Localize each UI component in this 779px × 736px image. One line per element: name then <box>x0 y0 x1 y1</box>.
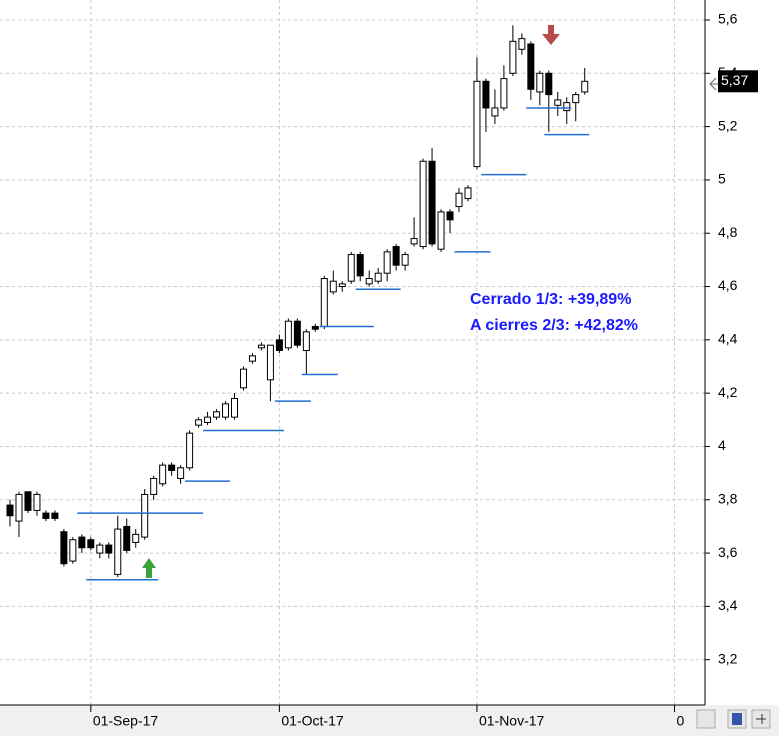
y-tick-label: 3,8 <box>718 490 738 506</box>
candle-body <box>518 38 526 50</box>
candle-body <box>383 251 391 274</box>
x-tick-label: 01-Nov-17 <box>479 713 545 729</box>
candle-body <box>213 411 221 418</box>
candle-body <box>401 254 409 266</box>
annotation: Cerrado 1/3: +39,89% <box>470 291 631 308</box>
candle-body <box>168 464 176 471</box>
candle-body <box>563 102 571 112</box>
x-axis-strip <box>0 705 779 736</box>
candle-body <box>329 280 337 293</box>
candle-body <box>464 187 472 200</box>
save-icon <box>732 713 742 725</box>
y-tick-label: 5,6 <box>718 11 738 27</box>
candle-body <box>186 432 194 469</box>
y-tick-label: 4,8 <box>718 224 738 240</box>
candle-body <box>320 278 328 328</box>
candle-body <box>6 504 14 517</box>
candle-body <box>437 211 445 250</box>
candle-body <box>123 525 131 551</box>
candle-body <box>33 493 41 511</box>
candle-body <box>428 160 436 245</box>
candle-body <box>473 80 481 168</box>
candle-body <box>150 477 158 495</box>
toolbar-button[interactable] <box>696 709 716 729</box>
candle-body <box>500 78 508 109</box>
candle-body <box>69 539 77 562</box>
candle-body <box>410 238 418 245</box>
candle-body <box>132 533 140 543</box>
pin-icon <box>756 714 766 724</box>
last-price-label: 5,37 <box>721 72 748 88</box>
y-tick-label: 5,2 <box>718 117 738 133</box>
candle-body <box>311 326 319 330</box>
marks <box>6 25 590 581</box>
candle-body <box>419 160 427 248</box>
candle-body <box>545 72 553 96</box>
candle-body <box>42 512 50 519</box>
sell-arrow <box>542 25 560 45</box>
y-tick-label: 3,2 <box>718 650 738 666</box>
candle-body <box>204 416 212 423</box>
candle-body <box>356 254 364 277</box>
candle-body <box>509 40 517 74</box>
candle-body <box>78 536 86 549</box>
candle-body <box>284 320 292 349</box>
price-pointer <box>709 77 718 91</box>
buy-arrow <box>142 558 156 578</box>
x-tick-label: 0 <box>677 713 685 729</box>
candle-body <box>572 94 580 104</box>
candle-body <box>96 544 104 554</box>
candle-body <box>275 339 283 352</box>
y-tick-label: 4,6 <box>718 277 738 293</box>
y-tick-label: 4 <box>718 437 726 453</box>
candle-body <box>554 99 562 106</box>
candle-body <box>51 512 59 519</box>
candle-body <box>266 344 274 381</box>
y-tick-label: 3,6 <box>718 544 738 560</box>
candle-body <box>392 246 400 266</box>
plot-area <box>0 0 705 705</box>
candle-body <box>195 419 203 426</box>
candle-body <box>24 491 32 511</box>
candle-body <box>374 272 382 282</box>
candle-body <box>114 528 122 575</box>
candle-body <box>231 397 238 418</box>
candle-body <box>248 355 256 362</box>
annotation: A cierres 2/3: +42,82% <box>470 317 638 334</box>
candle-body <box>338 283 346 288</box>
candle-body <box>446 211 454 221</box>
candle-body <box>347 254 355 282</box>
candle-body <box>239 368 247 389</box>
candle-body <box>60 531 68 565</box>
candle-body <box>257 344 265 349</box>
y-tick-label: 3,4 <box>718 597 738 613</box>
candle-body <box>159 464 167 485</box>
candle-body <box>293 320 301 346</box>
candle-body <box>87 539 95 549</box>
x-tick-label: 01-Sep-17 <box>93 713 159 729</box>
x-tick-label: 01-Oct-17 <box>281 713 343 729</box>
candle-body <box>536 72 544 93</box>
candle-body <box>177 467 185 479</box>
candle-body <box>455 192 463 208</box>
candle-body <box>491 107 499 117</box>
candle-body <box>581 80 589 93</box>
candle-body <box>482 80 490 109</box>
candle-body <box>527 43 535 90</box>
y-tick-label: 4,2 <box>718 384 738 400</box>
y-tick-label: 5 <box>718 171 726 187</box>
candle-body <box>105 544 113 554</box>
last-price-box <box>718 70 758 93</box>
candle-body <box>15 493 23 522</box>
candle-body <box>222 403 230 418</box>
y-tick-label: 4,4 <box>718 331 738 347</box>
candle-body <box>141 493 149 538</box>
candle-body <box>365 278 373 285</box>
candle-body <box>302 331 310 352</box>
